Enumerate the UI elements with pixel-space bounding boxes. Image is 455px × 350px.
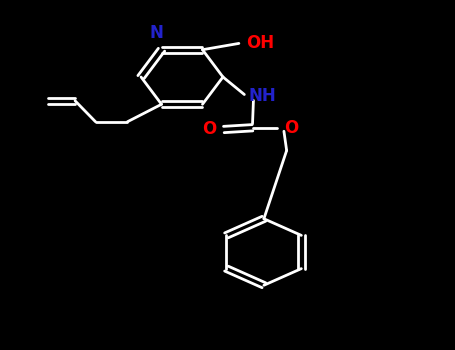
Text: OH: OH xyxy=(247,34,275,52)
Text: N: N xyxy=(149,24,163,42)
Text: O: O xyxy=(202,120,217,139)
Text: O: O xyxy=(284,119,298,137)
Text: NH: NH xyxy=(249,87,277,105)
